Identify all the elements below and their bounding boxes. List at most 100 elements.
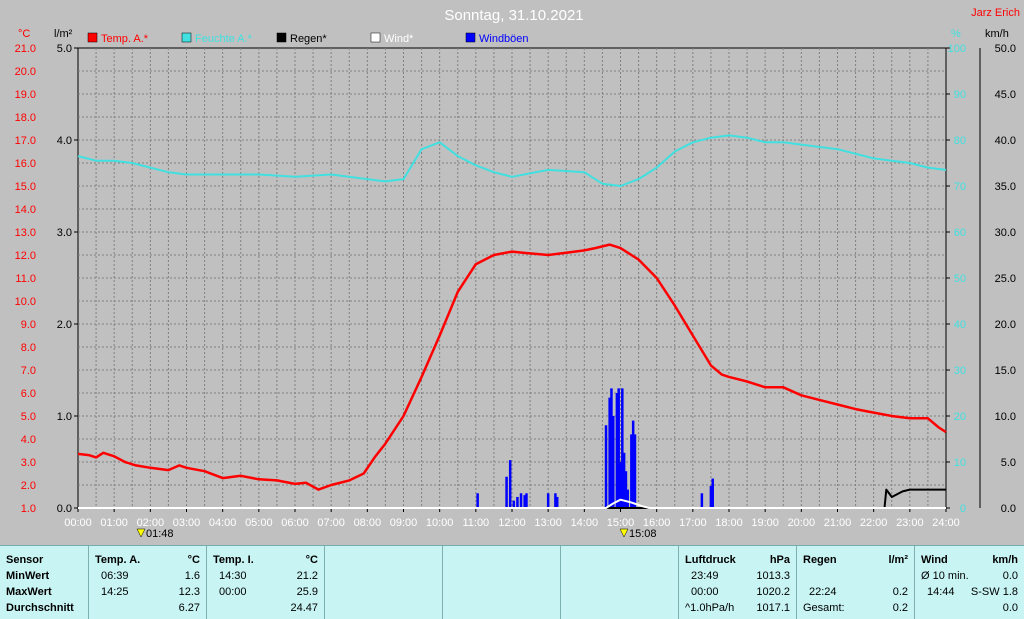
temp-a-min-value: 1.6 — [184, 570, 200, 582]
x-tick-label: 03:00 — [173, 517, 201, 529]
temp-tick-label: 2.0 — [21, 480, 36, 492]
temp-i-min-value: 21.2 — [296, 570, 318, 582]
wind-tick-label: 45.0 — [995, 89, 1016, 101]
rain-tick-label: 2.0 — [57, 319, 72, 331]
x-tick-label: 24:00 — [932, 517, 960, 529]
temp-a-max-time: 14:25 — [101, 586, 129, 598]
stats-col-sensor: Sensor MinWert MaxWert Durchschnitt — [0, 546, 88, 619]
temp-a-unit: °C — [187, 554, 200, 566]
humidity-tick-label: 20 — [954, 411, 966, 423]
chart-title: Sonntag, 31.10.2021 — [444, 7, 583, 24]
legend-label: Feuchte A.* — [195, 33, 253, 45]
pressure-max-time: 00:00 — [691, 586, 719, 598]
marker-right-time: 15:08 — [629, 528, 657, 540]
minwert-label: MinWert — [6, 570, 50, 582]
wind-unit: km/h — [992, 554, 1018, 566]
sensor-header: Sensor — [6, 554, 44, 566]
rain-total-label: Gesamt: — [803, 602, 845, 614]
x-tick-label: 09:00 — [390, 517, 418, 529]
x-tick-label: 12:00 — [498, 517, 526, 529]
stats-col-empty-3 — [560, 546, 678, 619]
x-tick-label: 16:00 — [643, 517, 671, 529]
humidity-tick-label: 10 — [954, 457, 966, 469]
x-tick-label: 20:00 — [788, 517, 816, 529]
wind-avg10-value: 0.0 — [1002, 570, 1018, 582]
temp-i-avg-value: 24.47 — [290, 602, 318, 614]
temp-a-avg-value: 6.27 — [178, 602, 200, 614]
wind-tick-label: 15.0 — [995, 365, 1016, 377]
rain-tick-label: 4.0 — [57, 135, 72, 147]
x-tick-label: 07:00 — [317, 517, 345, 529]
x-tick-label: 06:00 — [281, 517, 309, 529]
stats-col-temp-a: Temp. A. °C 06:39 1.6 14:25 12.3 6.27 — [88, 546, 206, 619]
pressure-header: Luftdruck — [685, 554, 736, 566]
legend-swatch — [465, 32, 476, 43]
temp-tick-label: 20.0 — [15, 66, 36, 78]
temp-tick-label: 14.0 — [15, 204, 36, 216]
x-tick-label: 15:00 — [607, 517, 635, 529]
wind-tick-label: 30.0 — [995, 227, 1016, 239]
x-tick-label: 14:00 — [571, 517, 599, 529]
pressure-trend-label: ^1.0hPa/h — [685, 602, 735, 614]
humidity-tick-label: 80 — [954, 135, 966, 147]
statistics-panel: Sensor MinWert MaxWert Durchschnitt Temp… — [0, 545, 1024, 619]
humidity-tick-label: 60 — [954, 227, 966, 239]
rain-max-time: 22:24 — [809, 586, 837, 598]
rain-unit: l/m² — [888, 554, 908, 566]
wind-unit-label: km/h — [985, 28, 1009, 40]
x-tick-label: 22:00 — [860, 517, 888, 529]
legend-label: Regen* — [290, 33, 327, 45]
stats-col-rain: Regen l/m² 22:24 0.2 Gesamt: 0.2 — [796, 546, 914, 619]
temp-tick-label: 6.0 — [21, 388, 36, 400]
x-tick-label: 05:00 — [245, 517, 273, 529]
pressure-min-value: 1013.3 — [756, 570, 790, 582]
author-label: Jarz Erich — [971, 7, 1020, 19]
x-tick-label: 17:00 — [679, 517, 707, 529]
temp-i-unit: °C — [305, 554, 318, 566]
legend-swatch — [276, 32, 287, 43]
temp-tick-label: 18.0 — [15, 112, 36, 124]
temp-tick-label: 8.0 — [21, 342, 36, 354]
x-tick-label: 08:00 — [354, 517, 382, 529]
temp-tick-label: 11.0 — [15, 273, 36, 285]
marker-left-icon — [136, 528, 146, 538]
temp-tick-label: 10.0 — [15, 296, 36, 308]
temp-i-max-value: 25.9 — [296, 586, 318, 598]
temp-tick-label: 19.0 — [15, 89, 36, 101]
humidity-tick-label: 30 — [954, 365, 966, 377]
temp-tick-label: 12.0 — [15, 250, 36, 262]
legend-label: Temp. A.* — [101, 33, 149, 45]
pressure-min-time: 23:49 — [691, 570, 719, 582]
rain-tick-label: 0.0 — [57, 503, 72, 515]
stats-col-empty-2 — [442, 546, 560, 619]
x-tick-label: 01:00 — [100, 517, 128, 529]
temp-tick-label: 15.0 — [15, 181, 36, 193]
legend-label: Windböen — [479, 33, 529, 45]
chart-grid — [77, 47, 947, 509]
wind-tick-label: 20.0 — [995, 319, 1016, 331]
marker-left: 01:48 — [136, 528, 174, 540]
wind-tick-label: 50.0 — [995, 43, 1016, 55]
chart-series — [77, 134, 947, 509]
humidity-tick-label: 50 — [954, 273, 966, 285]
x-tick-label: 19:00 — [751, 517, 779, 529]
rain-tick-label: 3.0 — [57, 227, 72, 239]
humidity-tick-label: 0 — [960, 503, 966, 515]
x-tick-label: 23:00 — [896, 517, 924, 529]
chart-axes: 00:00 01:00 02:00 03:00 04:00 05:00 06:00 07:00… — [15, 43, 1016, 529]
durchschnitt-label: Durchschnitt — [6, 602, 74, 614]
legend-swatch — [370, 32, 381, 43]
legend-swatch — [87, 32, 98, 43]
legend-label: Wind* — [384, 33, 414, 45]
rain-header: Regen — [803, 554, 837, 566]
wind-series-line — [78, 498, 946, 509]
temp-i-header: Temp. I. — [213, 554, 254, 566]
temp-a-min-time: 06:39 — [101, 570, 129, 582]
legend-swatch — [181, 32, 192, 43]
wind-max-time: 14:44 — [927, 586, 955, 598]
wind-tick-label: 25.0 — [995, 273, 1016, 285]
temp-tick-label: 9.0 — [21, 319, 36, 331]
chart-legend: Temp. A.* Feuchte A.* Regen* Wind* Windböen — [87, 32, 529, 45]
maxwert-label: MaxWert — [6, 586, 52, 598]
rain-unit-label: l/m² — [54, 28, 73, 40]
